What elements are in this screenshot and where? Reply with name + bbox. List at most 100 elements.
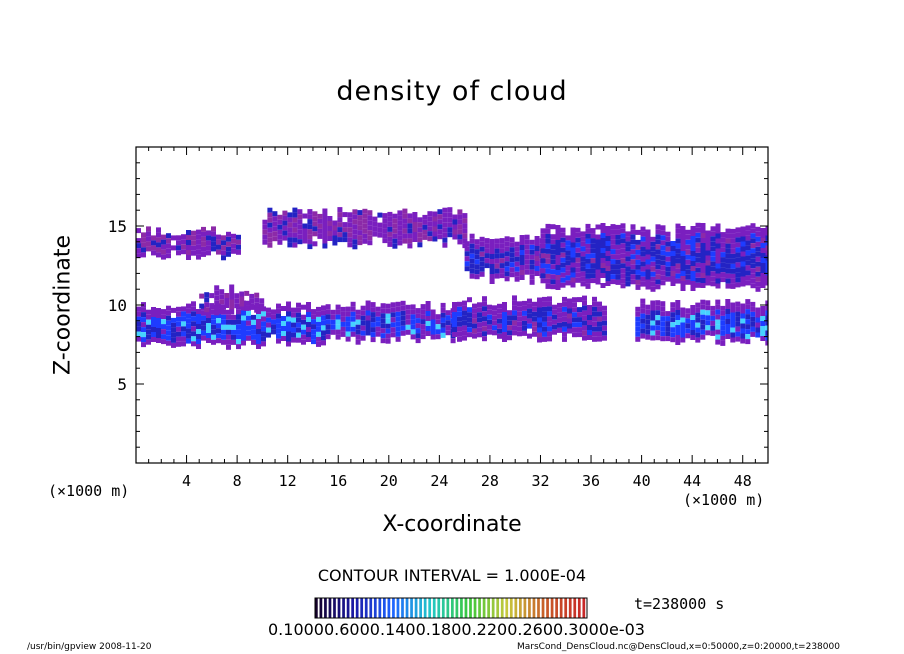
density-cell <box>545 268 551 274</box>
colorbar-swatch <box>369 598 373 618</box>
x-tick-label: 40 <box>633 472 651 490</box>
density-cell <box>690 246 696 251</box>
density-cell <box>690 256 696 261</box>
density-cell <box>335 324 341 330</box>
density-cell <box>695 247 701 253</box>
density-cell <box>640 308 646 314</box>
density-cell <box>287 232 293 238</box>
density-cell <box>710 256 716 262</box>
density-cell <box>725 283 731 289</box>
density-cell <box>640 328 646 334</box>
density-cell <box>330 319 336 325</box>
density-cell <box>715 253 721 259</box>
density-cell <box>605 281 611 286</box>
density-cell <box>316 316 321 322</box>
density-cell <box>660 316 666 322</box>
density-cell <box>730 233 736 239</box>
density-cell <box>660 311 666 317</box>
density-cell <box>760 336 766 341</box>
density-cell <box>499 253 505 259</box>
density-cell <box>685 333 691 339</box>
density-cell <box>730 258 736 264</box>
density-cell <box>415 313 421 319</box>
density-cell <box>367 210 373 216</box>
density-cell <box>537 307 542 313</box>
density-cell <box>395 326 401 332</box>
density-cell <box>206 328 211 333</box>
density-cell <box>196 314 201 319</box>
density-cell <box>141 307 146 313</box>
density-cell <box>590 268 596 274</box>
density-cell <box>474 274 480 280</box>
density-cell <box>447 207 453 213</box>
density-cell <box>494 238 500 244</box>
density-cell <box>655 244 661 250</box>
density-cell <box>680 241 686 246</box>
density-cell <box>545 248 551 254</box>
density-cell <box>527 323 532 329</box>
density-cell <box>467 297 472 303</box>
density-cell <box>201 241 206 247</box>
density-cell <box>625 241 631 247</box>
colorbar-swatch <box>478 598 481 618</box>
density-cell <box>590 253 596 259</box>
density-cell <box>560 257 566 263</box>
density-cell <box>552 329 557 335</box>
density-cell <box>360 305 366 311</box>
density-cell <box>487 304 492 310</box>
density-cell <box>370 327 376 333</box>
density-cell <box>370 302 376 308</box>
density-cell <box>567 318 572 324</box>
density-cell <box>231 243 236 249</box>
density-cell <box>400 330 406 336</box>
density-cell <box>497 323 502 329</box>
density-cell <box>635 249 641 255</box>
density-cell <box>141 252 146 258</box>
density-cell <box>141 247 146 253</box>
density-cell <box>765 335 768 341</box>
density-cell <box>504 261 510 267</box>
density-cell <box>580 261 586 267</box>
density-cell <box>715 314 721 320</box>
density-cell <box>492 325 497 331</box>
density-cell <box>507 330 512 336</box>
density-cell <box>254 297 260 303</box>
density-cell <box>156 318 161 323</box>
density-cell <box>635 284 641 290</box>
density-cell <box>524 234 530 240</box>
density-cell <box>562 326 567 332</box>
density-cell <box>590 233 596 239</box>
density-cell <box>472 328 477 334</box>
density-cell <box>407 223 413 229</box>
density-cell <box>560 232 566 238</box>
colorbar-swatch <box>577 598 581 618</box>
density-cell <box>422 229 428 235</box>
density-cell <box>650 246 656 252</box>
density-cell <box>725 263 731 269</box>
density-cell <box>392 218 398 224</box>
density-cell <box>282 230 288 236</box>
density-cell <box>306 312 311 317</box>
density-cell <box>670 241 676 246</box>
density-cell <box>725 228 731 234</box>
density-cell <box>590 238 596 244</box>
density-cell <box>570 257 576 263</box>
density-cell <box>740 323 746 329</box>
colorbar-swatch <box>559 598 563 618</box>
density-cell <box>332 230 338 236</box>
density-cell <box>352 239 358 245</box>
density-cell <box>311 324 316 330</box>
density-cell <box>650 315 656 321</box>
density-cell <box>760 306 766 311</box>
density-cell <box>287 227 293 233</box>
density-cell <box>345 306 351 312</box>
density-cell <box>226 334 231 340</box>
density-cell <box>499 243 505 249</box>
density-cell <box>484 238 490 244</box>
density-cell <box>457 219 463 225</box>
colorbar-swatch <box>541 598 545 618</box>
density-cell <box>715 309 721 315</box>
density-cell <box>430 334 436 340</box>
density-cell <box>577 327 582 333</box>
density-cell <box>655 224 661 230</box>
